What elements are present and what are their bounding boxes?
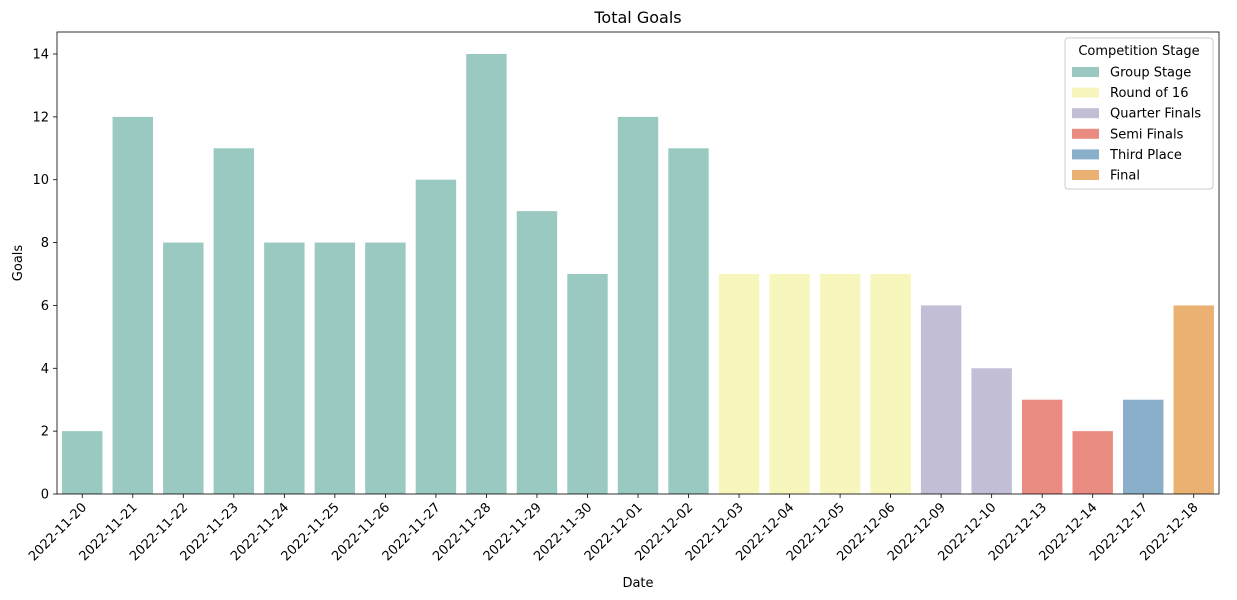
bar-2022-12-18 — [1173, 305, 1214, 494]
bar-2022-12-05 — [819, 274, 861, 494]
bar-2022-12-13 — [1021, 399, 1063, 494]
bar-2022-12-14 — [1072, 431, 1113, 494]
bar-2022-11-25 — [314, 242, 356, 494]
y-tick-label: 10 — [32, 173, 49, 188]
y-tick-label: 6 — [41, 299, 49, 314]
bar-2022-12-01 — [617, 116, 659, 494]
y-axis-label: Goals — [11, 245, 26, 282]
bar-2022-11-26 — [365, 242, 406, 494]
y-tick-label: 2 — [41, 425, 49, 440]
bar-2022-11-28 — [466, 54, 507, 494]
bar-2022-12-02 — [668, 148, 709, 495]
plot-area: 024681012142022-11-202022-11-212022-11-2… — [26, 31, 1220, 564]
bar-2022-12-09 — [920, 305, 962, 494]
legend-swatch — [1072, 87, 1099, 98]
bar-2022-11-20 — [62, 431, 103, 494]
legend-swatch — [1072, 149, 1099, 160]
y-tick-label: 0 — [41, 488, 49, 503]
bar-2022-12-06 — [870, 274, 911, 494]
bar-2022-11-30 — [567, 274, 608, 494]
bar-2022-12-03 — [718, 274, 760, 494]
bar-2022-12-10 — [971, 368, 1012, 494]
legend-swatch — [1072, 170, 1099, 180]
bar-2022-11-22 — [163, 242, 204, 494]
bar-2022-11-21 — [112, 116, 153, 494]
legend-entry: Final — [1110, 169, 1140, 184]
legend-title: Competition Stage — [1078, 44, 1199, 59]
legend-swatch — [1072, 108, 1099, 119]
legend: Competition Stage Group Stage Round of 16 Q… — [1064, 37, 1214, 190]
bar-2022-11-29 — [516, 211, 558, 494]
bar-2022-12-04 — [769, 274, 810, 494]
bar-2022-11-23 — [213, 148, 255, 495]
y-tick-label: 4 — [41, 362, 49, 377]
legend-entry: Group Stage — [1110, 66, 1191, 81]
legend-box — [1064, 37, 1214, 190]
y-tick-label: 12 — [32, 110, 49, 125]
chart-title: Total Goals — [593, 8, 681, 27]
y-tick-label: 8 — [41, 236, 49, 251]
bar-2022-11-24 — [264, 242, 305, 494]
legend-entry: Quarter Finals — [1110, 107, 1201, 122]
legend-swatch — [1072, 128, 1099, 139]
legend-entry: Third Place — [1109, 148, 1182, 163]
bar-2022-12-17 — [1123, 399, 1164, 494]
y-tick-label: 14 — [32, 48, 49, 63]
legend-entry: Semi Finals — [1110, 127, 1184, 142]
bar-2022-11-27 — [415, 179, 457, 494]
legend-entry: Round of 16 — [1110, 86, 1188, 101]
x-axis-label: Date — [622, 576, 653, 591]
legend-swatch — [1072, 67, 1099, 77]
